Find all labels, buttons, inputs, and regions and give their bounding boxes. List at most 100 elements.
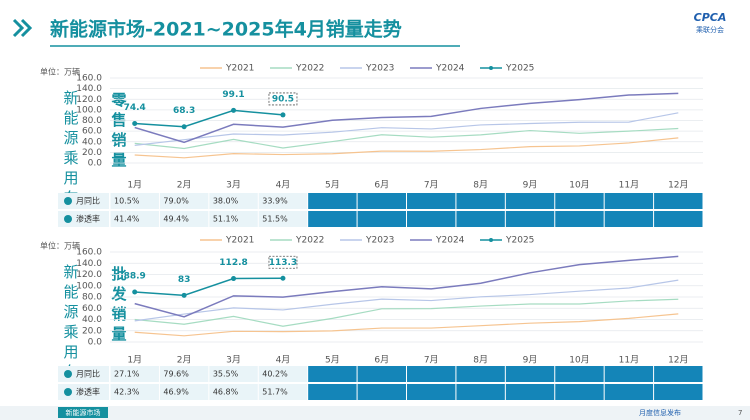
table-cell bbox=[110, 384, 159, 400]
row-label: 渗透率 bbox=[76, 214, 100, 224]
x-tick-label: 5月 bbox=[325, 355, 340, 366]
x-tick-label: 1月 bbox=[127, 180, 142, 191]
table-value: 46.9% bbox=[163, 388, 189, 397]
legend-label: Y2021 bbox=[225, 64, 254, 74]
table-value: 38.0% bbox=[213, 197, 239, 206]
title: 新能源市场-2021~2025年4月销量走势 bbox=[50, 18, 402, 41]
legend-label: Y2024 bbox=[435, 236, 465, 246]
row-label-cell bbox=[58, 384, 109, 400]
row-icon bbox=[64, 197, 72, 205]
table-cell bbox=[209, 193, 258, 209]
table-cell bbox=[209, 366, 258, 382]
table-cell bbox=[258, 366, 308, 382]
series-line bbox=[134, 92, 679, 144]
table-cell bbox=[555, 384, 604, 400]
label-box bbox=[268, 92, 298, 106]
legend-label: Y2021 bbox=[225, 236, 254, 246]
data-label: 83 bbox=[178, 275, 191, 285]
data-label: 90.5 bbox=[272, 94, 294, 104]
point bbox=[132, 120, 138, 126]
point bbox=[280, 112, 286, 118]
x-tick-label: 8月 bbox=[473, 180, 488, 191]
legend-marker bbox=[489, 238, 493, 242]
legend-label: Y2023 bbox=[365, 64, 394, 74]
x-tick-label: 11月 bbox=[619, 180, 639, 191]
y-tick-label: 0.0 bbox=[88, 338, 103, 348]
row-label-cell bbox=[58, 366, 109, 382]
table-cell bbox=[555, 211, 604, 227]
y-tick-label: 20.0 bbox=[82, 148, 102, 158]
unit: 单位：万辆 bbox=[40, 241, 80, 251]
y-tick-label: 20.0 bbox=[82, 326, 102, 336]
series-line bbox=[134, 112, 679, 146]
table-cell bbox=[258, 384, 308, 400]
table-cell bbox=[456, 193, 505, 209]
data-label: 68.3 bbox=[173, 106, 195, 116]
y-tick-label: 60.0 bbox=[82, 304, 102, 314]
table-value: 51.1% bbox=[213, 215, 239, 224]
y-tick-label: 160.0 bbox=[76, 74, 102, 84]
table-value: 35.5% bbox=[213, 370, 239, 379]
table-value: 51.7% bbox=[262, 388, 288, 397]
y-tick-label: 120.0 bbox=[76, 95, 102, 105]
x-tick-label: 4月 bbox=[276, 355, 291, 366]
row-icon bbox=[64, 370, 72, 378]
row-label: 月同比 bbox=[76, 196, 100, 206]
y-tick-label: 60.0 bbox=[82, 127, 102, 137]
table-cell bbox=[407, 193, 456, 209]
table-value: 79.0% bbox=[163, 197, 189, 206]
legend-label: Y2025 bbox=[505, 236, 534, 246]
row-label-cell bbox=[58, 193, 109, 209]
table-value: 10.5% bbox=[114, 197, 140, 206]
table-cell bbox=[407, 211, 456, 227]
footer-tab[interactable] bbox=[58, 407, 108, 418]
footer-tab-label[interactable]: 新能源市场 bbox=[66, 408, 101, 417]
table-cell bbox=[456, 211, 505, 227]
x-tick-label: 10月 bbox=[569, 355, 589, 366]
unit: 单位：万辆 bbox=[40, 67, 80, 77]
table-cell bbox=[456, 366, 505, 382]
legend-label: Y2022 bbox=[295, 236, 324, 246]
data-label: 74.4 bbox=[124, 103, 146, 113]
point bbox=[181, 124, 187, 130]
x-tick-label: 7月 bbox=[424, 180, 439, 191]
legend-label: Y2022 bbox=[295, 64, 324, 74]
x-tick-label: 10月 bbox=[569, 180, 589, 191]
x-tick-label: 8月 bbox=[473, 355, 488, 366]
y-tick-label: 140.0 bbox=[76, 259, 102, 269]
table-cell bbox=[555, 366, 604, 382]
table-cell bbox=[604, 366, 654, 382]
row-icon bbox=[64, 215, 72, 223]
side-label: 新能源乘用车 bbox=[62, 90, 80, 210]
legend-label: Y2024 bbox=[435, 64, 465, 74]
row-label-cell bbox=[58, 211, 109, 227]
x-tick-label: 12月 bbox=[668, 180, 688, 191]
table-value: 40.2% bbox=[262, 370, 288, 379]
table-cell bbox=[209, 384, 258, 400]
label-box bbox=[268, 255, 298, 269]
data-label: 112.8 bbox=[219, 258, 247, 268]
x-tick-label: 2月 bbox=[177, 180, 192, 191]
table-value: 51.5% bbox=[262, 215, 288, 224]
table-cell bbox=[308, 384, 357, 400]
point bbox=[181, 292, 187, 298]
table-cell bbox=[654, 193, 703, 209]
y-tick-label: 100.0 bbox=[76, 105, 102, 115]
table-value: 79.6% bbox=[163, 370, 189, 379]
row-label: 渗透率 bbox=[76, 387, 100, 397]
series-line bbox=[134, 255, 679, 318]
y-tick-label: 120.0 bbox=[76, 270, 102, 280]
table-cell bbox=[604, 384, 654, 400]
table-cell bbox=[258, 211, 308, 227]
x-tick-label: 3月 bbox=[226, 180, 241, 191]
series-line bbox=[134, 109, 284, 128]
table-cell bbox=[308, 193, 357, 209]
legend-label: Y2025 bbox=[505, 64, 534, 74]
table-value: 49.4% bbox=[163, 215, 189, 224]
series-line bbox=[134, 277, 283, 297]
point bbox=[231, 276, 237, 282]
x-tick-label: 2月 bbox=[177, 355, 192, 366]
footer-bar bbox=[0, 406, 750, 420]
data-label: 88.9 bbox=[124, 271, 146, 281]
y-tick-label: 80.0 bbox=[82, 116, 102, 126]
